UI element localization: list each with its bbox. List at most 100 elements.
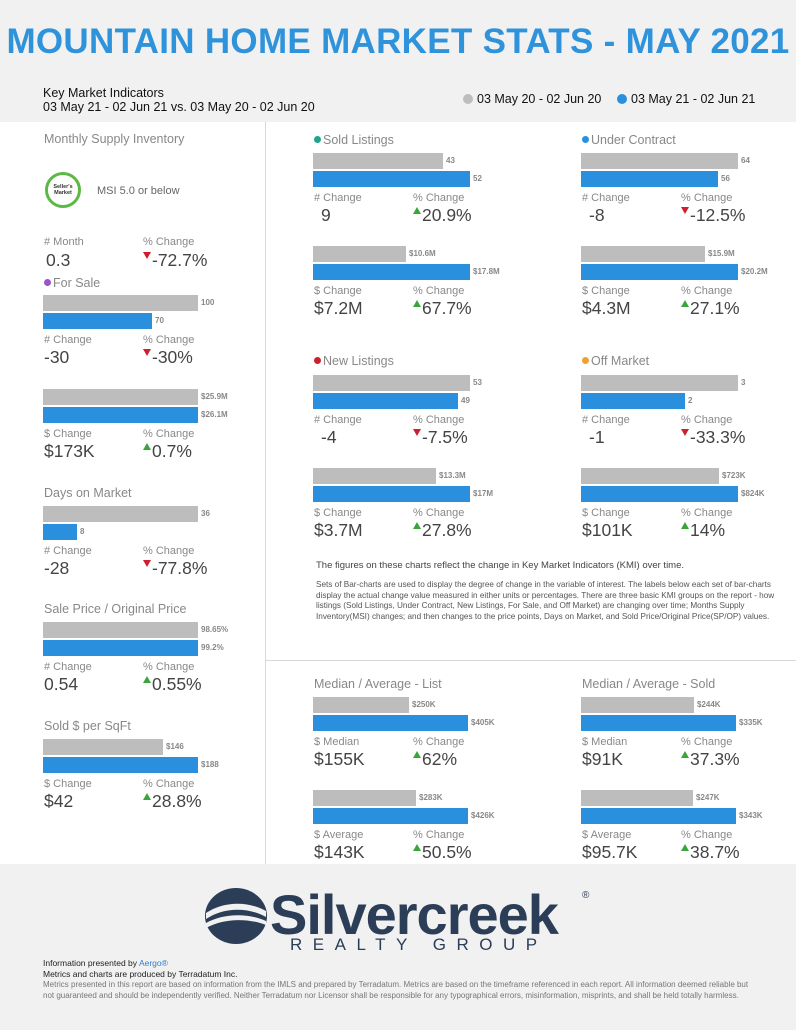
down-triangle-icon — [143, 560, 151, 567]
sold-volume-change-value: $7.2M — [314, 298, 363, 318]
sqft-pct-value: 28.8% — [143, 791, 202, 812]
sold-volume-label-prior: $10.6M — [409, 249, 436, 258]
new-listings-count-change-value: -4 — [321, 427, 337, 447]
legend-prior-label: 03 May 20 - 02 Jun 20 — [477, 92, 602, 106]
up-triangle-icon — [143, 793, 151, 800]
under-contract-count-change-value: -8 — [589, 205, 605, 225]
list-average-change-value: $143K — [314, 842, 365, 862]
up-triangle-icon — [681, 522, 689, 529]
off-market-volume-bar-current — [581, 486, 738, 502]
list-median-pct-label: % Change — [413, 736, 465, 748]
aergo-link[interactable]: Aergo® — [138, 958, 168, 968]
new-listings-count-label-current: 49 — [461, 396, 470, 405]
under-contract-volume-bar-current — [581, 264, 738, 280]
new-listings-volume-change-label: $ Change — [314, 507, 362, 519]
list-average-label-prior: $283K — [419, 793, 443, 802]
footer-disclaimer: Metrics presented in this report are bas… — [43, 980, 749, 1000]
sold-median-bar-current — [581, 715, 736, 731]
sold-volume-pct-label: % Change — [413, 285, 465, 297]
new-listings-volume-label-current: $17M — [473, 489, 494, 498]
list-average-change-label: $ Average — [314, 829, 364, 841]
sold-count-bar-prior — [313, 153, 443, 169]
msi-title: Monthly Supply Inventory — [44, 132, 185, 146]
section-dot-icon — [314, 136, 321, 143]
kmi-subtitle: 03 May 21 - 02 Jun 21 vs. 03 May 20 - 02… — [43, 100, 315, 114]
msi-note: MSI 5.0 or below — [97, 185, 180, 197]
under-contract-count-pct-label: % Change — [681, 192, 733, 204]
legend-prior-swatch — [463, 94, 473, 104]
sold-median-pct-label: % Change — [681, 736, 733, 748]
sold-average-pct-value: 38.7% — [681, 842, 740, 863]
list-average-pct-label: % Change — [413, 829, 465, 841]
for-sale-volume-label-prior: $25.9M — [201, 392, 228, 401]
kmi-title: Key Market Indicators — [43, 86, 164, 100]
logo-registered: ® — [582, 890, 590, 901]
sold-title: Sold Listings — [314, 133, 394, 147]
days-on-market-label-prior: 36 — [201, 509, 210, 518]
sqft-pct-label: % Change — [143, 778, 195, 790]
for-sale-count-label-prior: 100 — [201, 298, 215, 307]
list-median-change-value: $155K — [314, 749, 365, 769]
sale-price-label-current: 99.2% — [201, 643, 224, 652]
new-listings-count-pct-label: % Change — [413, 414, 465, 426]
sold-median-bar-prior — [581, 697, 694, 713]
list-median-change-label: $ Median — [314, 736, 360, 748]
up-triangle-icon — [143, 443, 151, 450]
list-median-label-current: $405K — [471, 718, 495, 727]
list-average-bar-prior — [313, 790, 416, 806]
under-contract-volume-change-label: $ Change — [582, 285, 630, 297]
section-dot-icon — [314, 357, 321, 364]
up-triangle-icon — [413, 207, 421, 214]
off-market-volume-pct-label: % Change — [681, 507, 733, 519]
new-listings-count-bar-current — [313, 393, 458, 409]
under-contract-volume-pct-value: 27.1% — [681, 298, 740, 319]
footer-produced: Metrics and charts are produced by Terra… — [43, 969, 238, 979]
up-triangle-icon — [413, 751, 421, 758]
for-sale-title: For Sale — [44, 276, 100, 290]
off-market-volume-change-value: $101K — [582, 520, 633, 540]
up-triangle-icon — [681, 844, 689, 851]
up-triangle-icon — [413, 844, 421, 851]
under-contract-volume-pct-label: % Change — [681, 285, 733, 297]
sold-average-label-prior: $247K — [696, 793, 720, 802]
for-sale-count-pct-value: -30% — [143, 347, 193, 368]
list-median-label-prior: $250K — [412, 700, 436, 709]
sold-count-pct-label: % Change — [413, 192, 465, 204]
down-triangle-icon — [413, 429, 421, 436]
under-contract-volume-label-current: $20.2M — [741, 267, 768, 276]
sqft-label-prior: $146 — [166, 742, 184, 751]
sale-price-change-label: # Change — [44, 661, 92, 673]
days-on-market-pct-value: -77.8% — [143, 558, 207, 579]
days-on-market-pct-label: % Change — [143, 545, 195, 557]
silvercreek-logo-icon — [204, 887, 268, 950]
sale-price-bar-current — [43, 640, 198, 656]
legend-prior: 03 May 20 - 02 Jun 20 — [463, 92, 601, 106]
for-sale-volume-pct-label: % Change — [143, 428, 195, 440]
sqft-title: Sold $ per SqFt — [44, 719, 131, 733]
new-listings-title: New Listings — [314, 354, 394, 368]
sold-median-change-value: $91K — [582, 749, 623, 769]
sold-title: Median / Average - Sold — [582, 677, 716, 691]
logo-tagline: REALTY GROUP — [290, 935, 548, 954]
list-title: Median / Average - List — [314, 677, 442, 691]
under-contract-count-change-label: # Change — [582, 192, 630, 204]
section-dot-icon — [582, 136, 589, 143]
page-title: MOUNTAIN HOME MARKET STATS - MAY 2021 — [6, 22, 790, 61]
for-sale-count-pct-label: % Change — [143, 334, 195, 346]
off-market-volume-label-current: $824K — [741, 489, 765, 498]
sold-average-bar-current — [581, 808, 736, 824]
new-listings-volume-bar-current — [313, 486, 470, 502]
sold-count-label-current: 52 — [473, 174, 482, 183]
off-market-volume-label-prior: $723K — [722, 471, 746, 480]
sqft-change-label: $ Change — [44, 778, 92, 790]
under-contract-title: Under Contract — [582, 133, 676, 147]
sold-count-pct-value: 20.9% — [413, 205, 472, 226]
section-dot-icon — [44, 279, 51, 286]
sold-volume-label-current: $17.8M — [473, 267, 500, 276]
sellers-market-badge: Seller's Market — [45, 172, 81, 208]
sale-price-bar-prior — [43, 622, 198, 638]
sold-count-change-label: # Change — [314, 192, 362, 204]
for-sale-volume-pct-value: 0.7% — [143, 441, 192, 462]
sqft-change-value: $42 — [44, 791, 74, 811]
for-sale-volume-change-label: $ Change — [44, 428, 92, 440]
